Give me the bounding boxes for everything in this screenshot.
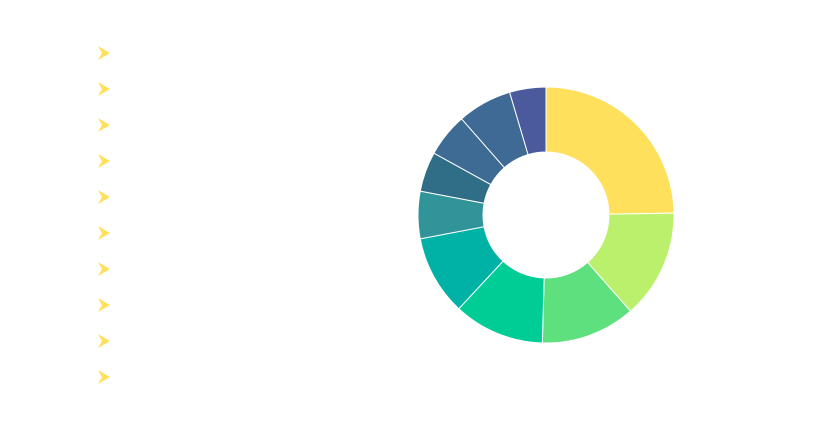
legend-arrow-icon xyxy=(98,334,110,348)
donut-slice[interactable] xyxy=(508,86,547,156)
legend-item[interactable] xyxy=(96,80,356,116)
legend-item[interactable] xyxy=(96,332,356,368)
legend-arrow-icon xyxy=(98,190,110,204)
legend-arrow-icon xyxy=(98,262,110,276)
donut-slice[interactable] xyxy=(545,86,675,215)
legend-item[interactable] xyxy=(96,44,356,80)
legend-item[interactable] xyxy=(96,296,356,332)
legend-arrow-icon xyxy=(98,298,110,312)
legend-item[interactable] xyxy=(96,224,356,260)
legend-arrow-icon xyxy=(98,46,110,60)
legend-arrow-icon xyxy=(98,226,110,240)
legend-item[interactable] xyxy=(96,260,356,296)
legend-arrow-icon xyxy=(98,370,110,384)
chart-legend xyxy=(96,44,356,404)
legend-arrow-icon xyxy=(98,82,110,96)
legend-arrow-icon xyxy=(98,118,110,132)
legend-item[interactable] xyxy=(96,188,356,224)
legend-item[interactable] xyxy=(96,116,356,152)
legend-item[interactable] xyxy=(96,368,356,404)
legend-item[interactable] xyxy=(96,152,356,188)
legend-arrow-icon xyxy=(98,154,110,168)
